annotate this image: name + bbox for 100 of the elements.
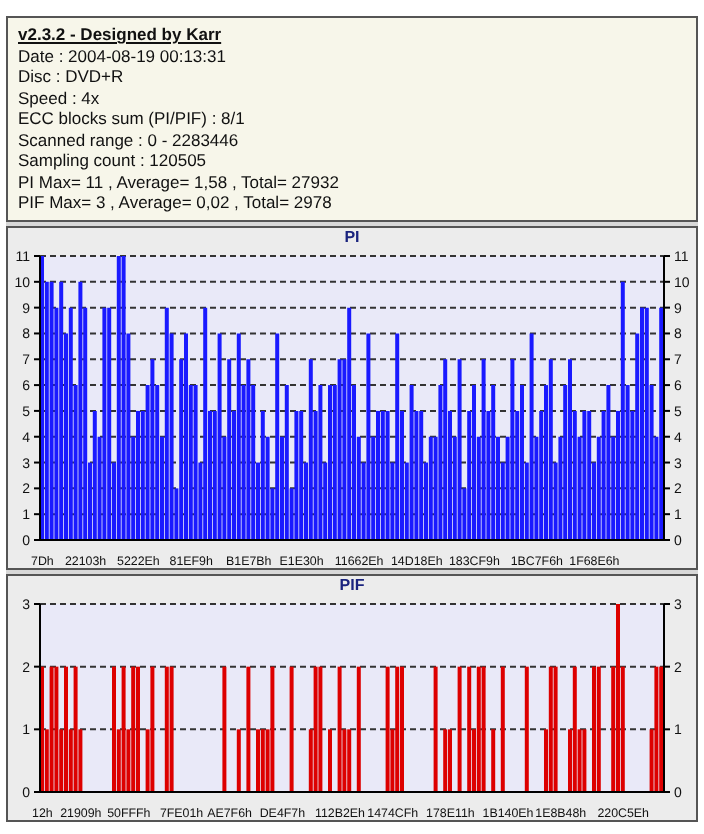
bar [467,665,472,791]
bar [260,728,265,791]
bar [433,665,438,791]
bar [356,665,361,791]
bar [457,665,462,791]
bar [587,409,592,539]
text: Disc : DVD+R [18,66,126,87]
bar [169,665,174,791]
bar [620,280,625,539]
chart-title: PI [342,227,362,247]
bar [476,665,481,791]
text: v2.3.2 - Designed by Karr [18,24,224,45]
bar [102,306,107,539]
bar [457,358,462,539]
bar [337,665,342,791]
bar [524,665,529,791]
bar [54,665,59,791]
bar [49,280,54,539]
bar [582,409,587,539]
bar [131,665,136,791]
bar [275,332,280,539]
bar [568,358,572,539]
bar [395,665,400,791]
bar [64,665,68,791]
bar [376,409,380,539]
bar [236,728,241,791]
text: ECC blocks sum (PI/PIF) : 8/1 [18,108,247,129]
bar [491,384,496,539]
bar [582,728,587,791]
bar [443,728,448,791]
bar [592,665,596,791]
bar [313,665,318,791]
bar [606,384,611,539]
text: PIF Max= 3 , Average= 0,02 , Total= 2978 [18,192,334,213]
bar [380,409,385,539]
bar [78,280,83,539]
bar [112,665,116,791]
bar [443,358,448,539]
bar [385,409,390,539]
bar [337,358,342,539]
bar [548,358,553,539]
bar [529,332,534,539]
bar [409,384,414,539]
bar [428,435,433,539]
bar [640,306,644,539]
bar [448,728,452,791]
bar [184,332,188,539]
text: Speed : 4x [18,87,102,108]
bar [548,665,553,791]
bar [299,409,304,539]
bar [616,603,620,791]
bar [481,358,486,539]
bar [481,665,486,791]
bar [553,665,558,791]
bar [150,665,155,791]
bar [659,665,664,791]
bar [73,665,78,791]
bar [217,332,222,539]
bar [270,665,275,791]
bar [256,728,260,791]
bar [203,306,208,539]
bar [92,409,97,539]
text: Scanned range : 0 - 2283446 [18,129,241,150]
bar [227,358,232,539]
bar [318,384,323,539]
bar [222,665,227,791]
bar [395,332,400,539]
bar [308,358,313,539]
bar [289,665,294,791]
bar [246,358,251,539]
bar [347,728,352,791]
bar [347,306,352,539]
bar [164,665,169,791]
bar [366,332,371,539]
bar [328,728,332,791]
text: Date : 2004-08-19 00:13:31 [18,45,228,66]
text: Sampling count : 120505 [18,150,209,171]
bar [385,665,390,791]
bar [49,665,54,791]
bar [500,665,505,791]
bar [260,409,265,539]
bar [246,665,251,791]
bar [68,306,73,539]
bar [491,728,496,791]
bar [596,665,601,791]
bar [510,358,515,539]
bar [150,358,155,539]
bar [116,255,121,539]
bar [318,665,323,791]
bar [419,409,424,539]
bar [136,665,140,791]
bar [121,665,126,791]
bar [236,332,241,539]
bar [520,384,524,539]
chart-title: PIF [337,575,367,595]
bar [659,306,664,539]
bar [572,665,577,791]
bar [644,306,649,539]
bar [136,409,140,539]
bar [59,280,64,539]
